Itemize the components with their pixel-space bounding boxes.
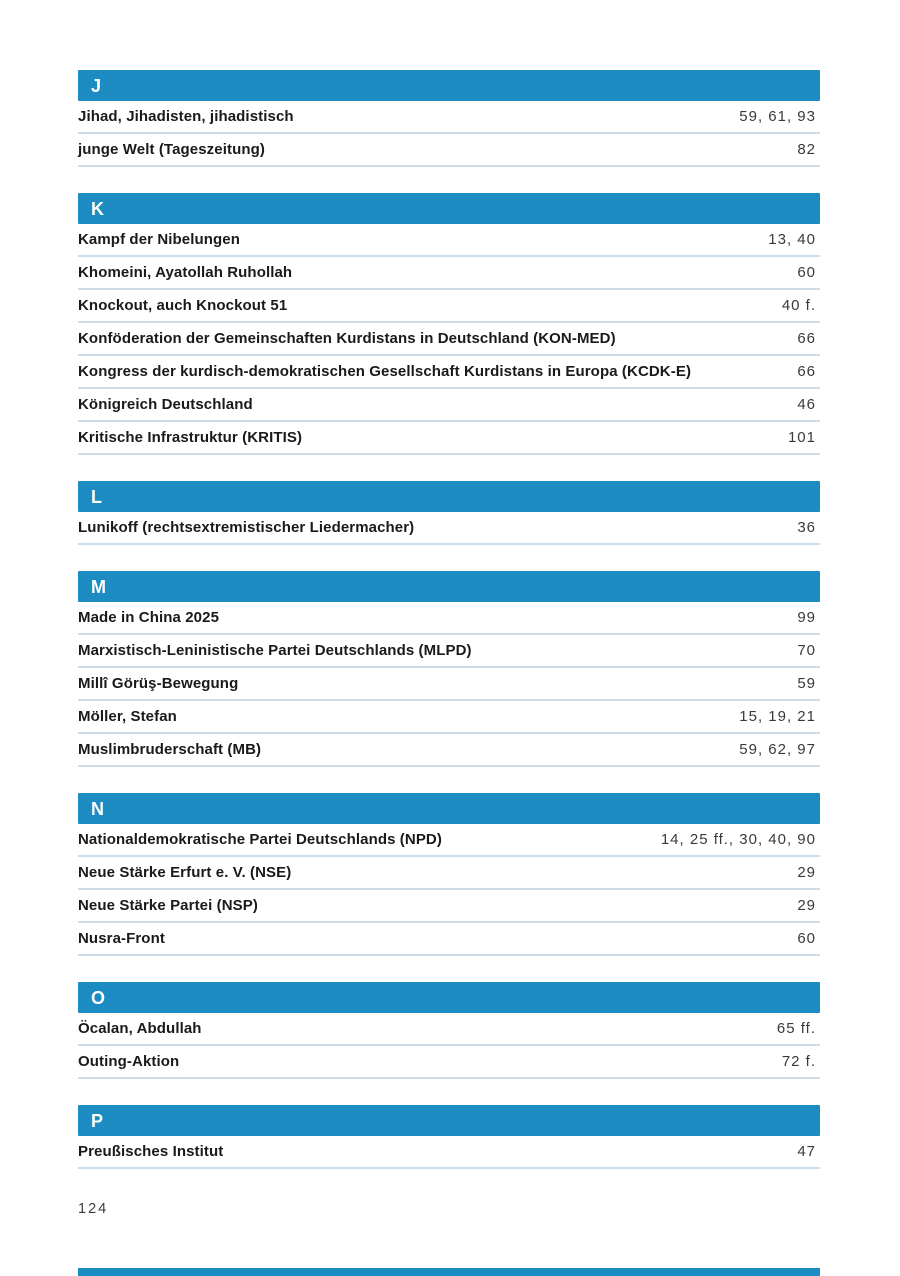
entry-term: Neue Stärke Erfurt e. V. (NSE) (78, 864, 292, 881)
index-entry-row: Khomeini, Ayatollah Ruhollah 60 (78, 257, 820, 290)
index-section: N Nationaldemokratische Partei Deutschla… (78, 793, 820, 956)
section-entries: Made in China 2025 99 Marxistisch-Lenini… (78, 602, 820, 767)
entry-term: Kampf der Nibelungen (78, 231, 241, 248)
entry-pages: 66 (797, 330, 816, 347)
index-entry-row: Muslimbruderschaft (MB) 59, 62, 97 (78, 734, 820, 767)
entry-pages: 13, 40 (768, 231, 816, 248)
section-header: N (78, 793, 820, 824)
section-header: O (78, 982, 820, 1013)
entry-pages: 66 (797, 363, 816, 380)
entry-pages: 29 (797, 864, 816, 881)
section-letter: K (91, 198, 104, 219)
section-entries: Öcalan, Abdullah 65 ff. Outing-Aktion 72… (78, 1013, 820, 1079)
index-entry-row: Outing-Aktion 72 f. (78, 1046, 820, 1079)
index-entry-row: Neue Stärke Partei (NSP) 29 (78, 890, 820, 923)
entry-term: Lunikoff (rechtsextremistischer Liederma… (78, 519, 415, 536)
index-entry-row: Nationaldemokratische Partei Deutschland… (78, 824, 820, 857)
entry-pages: 60 (797, 930, 816, 947)
index-section: J Jihad, Jihadisten, jihadistisch 59, 61… (78, 70, 820, 167)
section-header: P (78, 1105, 820, 1136)
index-sections: J Jihad, Jihadisten, jihadistisch 59, 61… (78, 70, 820, 1169)
entry-pages: 65 ff. (776, 1020, 816, 1037)
index-entry-row: Königreich Deutschland 46 (78, 389, 820, 422)
index-entry-row: Neue Stärke Erfurt e. V. (NSE) 29 (78, 857, 820, 890)
index-entry-row: Millî Görüş-Bewegung 59 (78, 668, 820, 701)
section-entries: Nationaldemokratische Partei Deutschland… (78, 824, 820, 956)
entry-pages: 15, 19, 21 (739, 708, 816, 725)
index-entry-row: Made in China 2025 99 (78, 602, 820, 635)
section-letter: O (91, 987, 106, 1008)
entry-pages: 40 f. (781, 297, 816, 314)
entry-term: Kritische Infrastruktur (KRITIS) (78, 429, 303, 446)
index-section: M Made in China 2025 99 Marxistisch-Leni… (78, 571, 820, 767)
entry-term: Preußisches Institut (78, 1143, 224, 1160)
entry-term: Muslimbruderschaft (MB) (78, 741, 262, 758)
entry-term: Marxistisch-Leninistische Partei Deutsch… (78, 642, 472, 659)
index-section: O Öcalan, Abdullah 65 ff. Outing-Aktion … (78, 982, 820, 1079)
entry-term: Jihad, Jihadisten, jihadistisch (78, 108, 294, 125)
next-section-header-partial (78, 1268, 820, 1276)
entry-term: Königreich Deutschland (78, 396, 253, 413)
index-section: K Kampf der Nibelungen 13, 40 Khomeini, … (78, 193, 820, 455)
entry-pages: 29 (797, 897, 816, 914)
index-section: P Preußisches Institut 47 (78, 1105, 820, 1169)
index-entry-row: Kongress der kurdisch-demokratischen Ges… (78, 356, 820, 389)
index-entry-row: Nusra-Front 60 (78, 923, 820, 956)
entry-pages: 60 (797, 264, 816, 281)
entry-pages: 59 (797, 675, 816, 692)
section-entries: Lunikoff (rechtsextremistischer Liederma… (78, 512, 820, 545)
index-entry-row: Öcalan, Abdullah 65 ff. (78, 1013, 820, 1046)
entry-term: Nusra-Front (78, 930, 165, 947)
index-section: L Lunikoff (rechtsextremistischer Lieder… (78, 481, 820, 545)
entry-term: Konföderation der Gemeinschaften Kurdist… (78, 330, 616, 347)
entry-pages: 59, 61, 93 (739, 108, 816, 125)
index-entry-row: Lunikoff (rechtsextremistischer Liederma… (78, 512, 820, 545)
entry-pages: 59, 62, 97 (739, 741, 816, 758)
index-entry-row: Knockout, auch Knockout 51 40 f. (78, 290, 820, 323)
index-entry-row: Marxistisch-Leninistische Partei Deutsch… (78, 635, 820, 668)
section-header: J (78, 70, 820, 101)
index-entry-row: Kampf der Nibelungen 13, 40 (78, 224, 820, 257)
entry-pages: 47 (797, 1143, 816, 1160)
entry-pages: 46 (797, 396, 816, 413)
entry-term: Neue Stärke Partei (NSP) (78, 897, 258, 914)
index-entry-row: Möller, Stefan 15, 19, 21 (78, 701, 820, 734)
entry-pages: 99 (797, 609, 816, 626)
section-letter: N (91, 798, 104, 819)
section-entries: Kampf der Nibelungen 13, 40 Khomeini, Ay… (78, 224, 820, 455)
entry-term: Millî Görüş-Bewegung (78, 675, 239, 692)
entry-pages: 82 (797, 141, 816, 158)
entry-pages: 101 (787, 429, 816, 446)
entry-term: Kongress der kurdisch-demokratischen Ges… (78, 363, 692, 380)
entry-pages: 70 (797, 642, 816, 659)
entry-term: Khomeini, Ayatollah Ruhollah (78, 264, 293, 281)
section-header: L (78, 481, 820, 512)
section-letter: J (91, 75, 102, 96)
entry-pages: 72 f. (781, 1053, 816, 1070)
entry-term: Möller, Stefan (78, 708, 177, 725)
section-entries: Preußisches Institut 47 (78, 1136, 820, 1169)
section-header: M (78, 571, 820, 602)
section-letter: M (91, 576, 106, 597)
index-entry-row: Preußisches Institut 47 (78, 1136, 820, 1169)
index-entry-row: Jihad, Jihadisten, jihadistisch 59, 61, … (78, 101, 820, 134)
entry-term: Made in China 2025 (78, 609, 220, 626)
section-header: K (78, 193, 820, 224)
page-number: 124 (78, 1201, 109, 1217)
entry-pages: 36 (797, 519, 816, 536)
index-entry-row: Kritische Infrastruktur (KRITIS) 101 (78, 422, 820, 455)
entry-term: Öcalan, Abdullah (78, 1020, 202, 1037)
index-entry-row: Konföderation der Gemeinschaften Kurdist… (78, 323, 820, 356)
section-letter: L (91, 486, 102, 507)
section-letter: P (91, 1110, 104, 1131)
entry-term: Outing-Aktion (78, 1053, 180, 1070)
entry-pages: 14, 25 ff., 30, 40, 90 (660, 831, 816, 848)
entry-term: junge Welt (Tageszeitung) (78, 141, 265, 158)
entry-term: Nationaldemokratische Partei Deutschland… (78, 831, 442, 848)
index-entry-row: junge Welt (Tageszeitung) 82 (78, 134, 820, 167)
section-entries: Jihad, Jihadisten, jihadistisch 59, 61, … (78, 101, 820, 167)
entry-term: Knockout, auch Knockout 51 (78, 297, 288, 314)
